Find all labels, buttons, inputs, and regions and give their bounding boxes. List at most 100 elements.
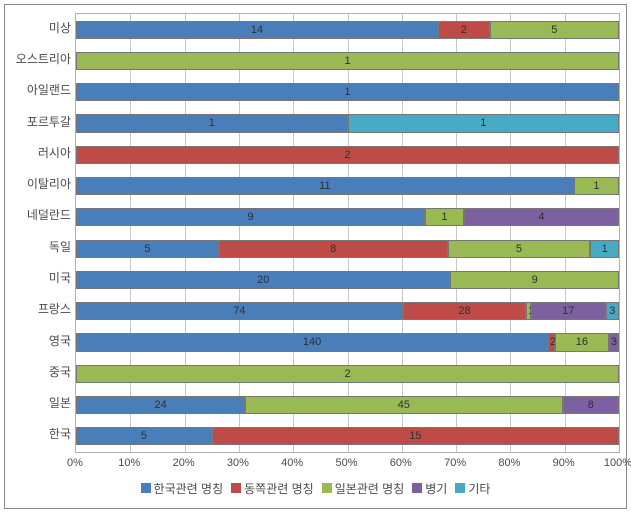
bar-segment [438, 21, 490, 39]
category-label: 일본 [11, 397, 71, 410]
gridline [402, 14, 403, 452]
bar-segment [490, 21, 619, 39]
bar-segment [76, 83, 619, 101]
bar-segment [574, 177, 619, 195]
bar: 24458 [76, 396, 619, 414]
bar-segment [609, 333, 619, 351]
category-label: 네덜란드 [11, 209, 71, 222]
bar-segment [348, 114, 620, 132]
category-label: 영국 [11, 335, 71, 348]
x-tick-label: 40% [281, 457, 303, 469]
legend-item: 기타 [455, 480, 490, 497]
legend-label: 일본관련 명칭 [335, 480, 405, 497]
category-label: 포르투갈 [11, 116, 71, 129]
x-axis-labels: 0%10%20%30%40%50%60%70%80%90%100% [75, 457, 620, 473]
category-label: 한국 [11, 428, 71, 441]
category-label: 미국 [11, 272, 71, 285]
bar: 111 [76, 177, 619, 195]
legend: 한국관련 명칭 동쪽관련 명칭 일본관련 명칭 병기 기타 [5, 474, 626, 502]
chart-frame: 미상1425오스트리아1아일랜드1포르투갈11러시아2이탈리아111네덜란드91… [4, 4, 627, 509]
bar: 209 [76, 271, 619, 289]
gridline [239, 14, 240, 452]
bar-segment [590, 240, 619, 258]
bar-segment [76, 240, 219, 258]
bar: 74281173 [76, 302, 619, 320]
legend-item: 한국관련 명칭 [141, 480, 224, 497]
x-tick-label: 20% [173, 457, 195, 469]
bar: 1402163 [76, 333, 619, 351]
bar-segment [448, 240, 591, 258]
bar-segment [450, 271, 619, 289]
gridline [293, 14, 294, 452]
bar-segment [76, 114, 348, 132]
legend-swatch [141, 483, 151, 493]
bar-segment [531, 302, 606, 320]
bar-segment [464, 208, 619, 226]
vertical-grid [76, 14, 619, 452]
gridline [510, 14, 511, 452]
bar-segment [76, 271, 450, 289]
bar: 5851 [76, 240, 619, 258]
category-label: 오스트리아 [11, 53, 71, 66]
bar-segment [76, 146, 619, 164]
category-label: 이탈리아 [11, 178, 71, 191]
x-tick-label: 10% [118, 457, 140, 469]
category-label: 독일 [11, 241, 71, 254]
x-tick-label: 90% [553, 457, 575, 469]
legend-swatch [322, 483, 332, 493]
bar-segment [76, 208, 425, 226]
legend-item: 일본관련 명칭 [322, 480, 405, 497]
bar: 1 [76, 83, 619, 101]
category-label: 아일랜드 [11, 84, 71, 97]
bar-segment [76, 427, 212, 445]
bar-segment [76, 21, 438, 39]
bar: 11 [76, 114, 619, 132]
gridline [565, 14, 566, 452]
legend-swatch [231, 483, 241, 493]
legend-label: 병기 [425, 480, 447, 497]
category-label: 프랑스 [11, 303, 71, 316]
x-tick-label: 80% [498, 457, 520, 469]
bar: 1 [76, 52, 619, 70]
bar-segment [606, 302, 619, 320]
bar: 515 [76, 427, 619, 445]
x-tick-label: 70% [444, 457, 466, 469]
legend-label: 기타 [468, 480, 490, 497]
category-label: 미상 [11, 22, 71, 35]
x-tick-label: 50% [335, 457, 357, 469]
bar-segment [555, 333, 609, 351]
legend-swatch [455, 483, 465, 493]
category-label: 중국 [11, 366, 71, 379]
bar-segment [76, 302, 403, 320]
plot-area [75, 13, 620, 453]
gridline [185, 14, 186, 452]
legend-item: 동쪽관련 명칭 [231, 480, 314, 497]
legend-label: 한국관련 명칭 [154, 480, 224, 497]
bar-segment [76, 396, 245, 414]
legend-label: 동쪽관련 명칭 [244, 480, 314, 497]
bar-segment [212, 427, 619, 445]
bar: 2 [76, 365, 619, 383]
bar-segment [76, 177, 574, 195]
bar: 2 [76, 146, 619, 164]
bar-segment [76, 365, 619, 383]
bar-segment [563, 396, 619, 414]
category-label: 러시아 [11, 147, 71, 160]
gridline [130, 14, 131, 452]
gridline [348, 14, 349, 452]
legend-swatch [412, 483, 422, 493]
x-tick-label: 60% [390, 457, 412, 469]
bar-segment [245, 396, 562, 414]
bar-segment [548, 333, 555, 351]
bar-segment [76, 333, 548, 351]
bar-segment [425, 208, 464, 226]
bar-segment [76, 52, 619, 70]
x-tick-label: 100% [604, 457, 631, 469]
gridline [456, 14, 457, 452]
legend-item: 병기 [412, 480, 447, 497]
x-tick-label: 30% [227, 457, 249, 469]
bar: 1425 [76, 21, 619, 39]
bar-segment [219, 240, 448, 258]
x-tick-label: 0% [67, 457, 83, 469]
bar-segment [403, 302, 527, 320]
